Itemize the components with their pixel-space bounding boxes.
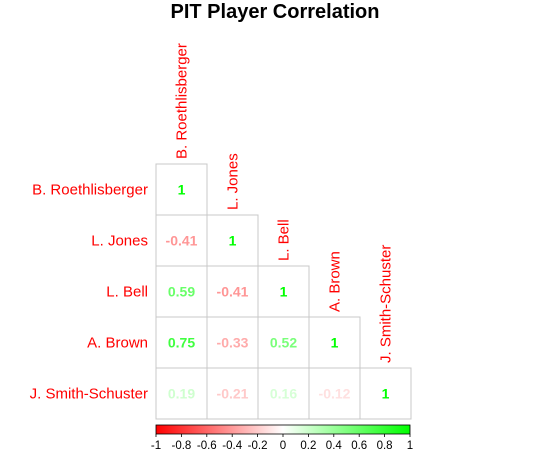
heatmap-cell: [155, 214, 208, 267]
heatmap-cell: [257, 265, 310, 318]
cell-value-label: 0.16: [270, 386, 297, 402]
cell-value-label: -0.33: [217, 335, 249, 351]
row-labels: B. Roethlisberger L. Jones L. Bell A. Brown…: [30, 182, 148, 403]
colorbar-tick-label: 0.8: [377, 440, 393, 450]
colorbar-tick-label: -0.2: [248, 440, 268, 450]
cell-value-label: -0.21: [217, 386, 249, 402]
colorbar-tick-label: 1: [407, 440, 413, 450]
cell-value-label: 0.75: [168, 335, 195, 351]
cell-value-label: 1: [280, 284, 288, 300]
cell-value-label: -0.12: [319, 386, 351, 402]
heatmap-cell: [308, 367, 361, 420]
colorbar-tick-label: -0.6: [197, 440, 217, 450]
row-label: B. Roethlisberger: [32, 182, 148, 199]
row-label: A. Brown: [87, 335, 148, 352]
cell-value-label: 1: [229, 233, 237, 249]
heatmap-cell: [257, 367, 310, 420]
colorbar-legend: -1 -0.8 -0.6 -0.4 -0.2 0 0.2 0.4 0.6 0.8 1: [151, 424, 413, 450]
column-label: A. Brown: [327, 251, 344, 312]
cell-value-label: 1: [331, 335, 339, 351]
heatmap-cell: [359, 367, 412, 420]
heatmap-cell: [155, 163, 208, 216]
cell-value-label: 0.52: [270, 335, 297, 351]
colorbar-tick-label: -0.8: [171, 440, 191, 450]
column-label: J. Smith-Schuster: [378, 245, 395, 363]
colorbar-tick-label: 0.6: [351, 440, 367, 450]
heatmap-cell: [308, 316, 361, 369]
column-label: B. Roethlisberger: [174, 43, 191, 159]
colorbar-tick-label: -1: [151, 440, 161, 450]
cell-value-label: -0.41: [217, 284, 249, 300]
chart-title: PIT Player Correlation: [171, 1, 380, 23]
row-label: L. Bell: [106, 284, 148, 301]
row-label: J. Smith-Schuster: [30, 386, 148, 403]
column-label: L. Bell: [276, 219, 293, 261]
colorbar-gradient: [155, 424, 411, 435]
row-label: L. Jones: [91, 233, 148, 250]
heatmap-cells: 1 -0.41 1 0.59 -0.41 1 0.75 -0.33 0.52 1 0.19 -0.21…: [155, 163, 412, 420]
heatmap-cell: [206, 316, 259, 369]
colorbar-tick-label: 0.2: [300, 440, 316, 450]
heatmap-cell: [206, 214, 259, 267]
heatmap-cell: [206, 367, 259, 420]
cell-value-label: 0.59: [168, 284, 195, 300]
colorbar-tick-label: 0.4: [326, 440, 343, 450]
cell-value-label: 1: [178, 182, 186, 198]
colorbar-tick-label: -0.4: [222, 440, 242, 450]
colorbar-tick-label: 0: [280, 440, 286, 450]
cell-value-label: -0.41: [166, 233, 198, 249]
column-label: L. Jones: [225, 153, 242, 210]
column-labels: B. Roethlisberger L. Jones L. Bell A. Brown…: [174, 43, 395, 363]
cell-value-label: 1: [382, 386, 390, 402]
cell-value-label: 0.19: [168, 386, 195, 402]
